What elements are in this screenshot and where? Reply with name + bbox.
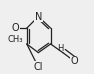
Text: O: O — [71, 56, 78, 66]
Text: N: N — [35, 12, 42, 22]
Text: CH₃: CH₃ — [8, 35, 23, 44]
Text: Cl: Cl — [34, 62, 43, 72]
Text: H: H — [57, 44, 63, 53]
Text: O: O — [11, 23, 19, 33]
